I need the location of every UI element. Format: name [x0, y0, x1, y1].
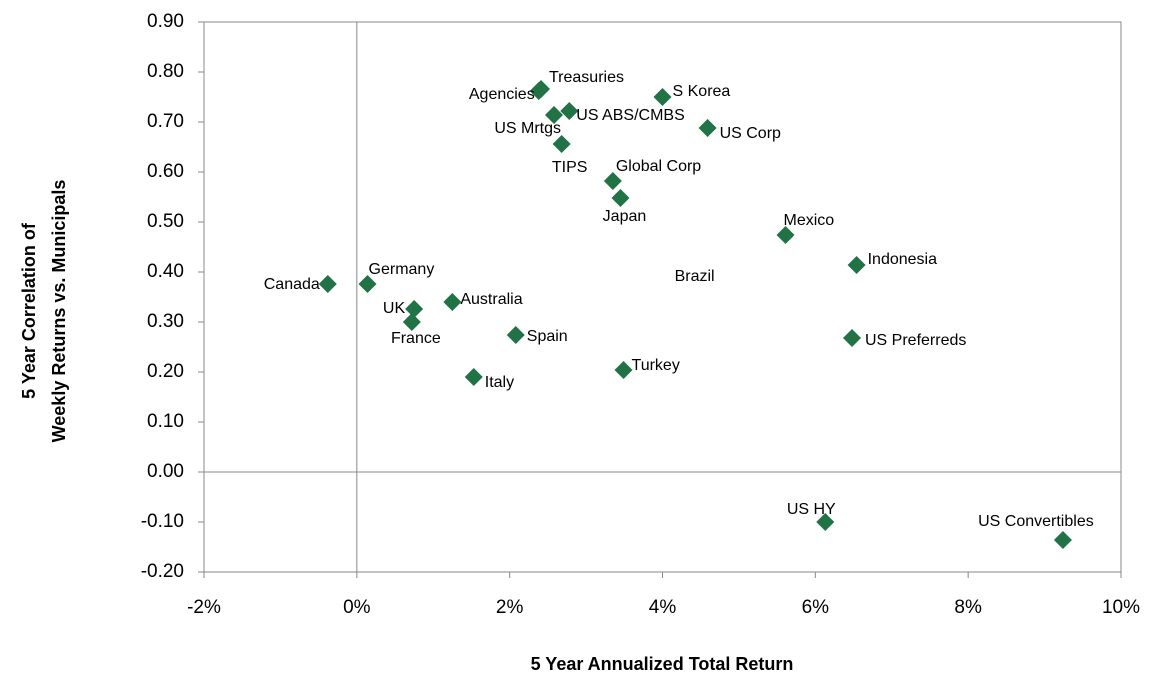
point — [843, 329, 862, 347]
x-tick-label: 10% — [1102, 597, 1140, 618]
point-label: US Preferreds — [865, 332, 966, 349]
y-axis-title: Weekly Returns vs. Municipals — [49, 180, 69, 443]
point-label: Treasuries — [549, 69, 624, 86]
y-axis-title: 5 Year Correlation of — [19, 222, 39, 399]
point-label: US HY — [787, 501, 836, 518]
point — [1053, 531, 1072, 549]
point — [560, 102, 579, 120]
point — [506, 326, 525, 344]
x-tick-label: 4% — [649, 597, 677, 618]
y-tick-label: 0.00 — [147, 461, 184, 482]
point-label: UK — [383, 300, 406, 317]
point-label: Indonesia — [868, 251, 937, 268]
point — [544, 106, 563, 124]
y-tick-label: -0.10 — [141, 511, 184, 532]
point-label: France — [391, 330, 441, 347]
point-label: Japan — [603, 208, 647, 225]
x-tick-label: 6% — [802, 597, 830, 618]
x-axis-title: 5 Year Annualized Total Return — [531, 654, 794, 674]
y-tick-label: 0.60 — [147, 161, 184, 182]
point — [847, 256, 866, 274]
y-tick-label: 0.20 — [147, 361, 184, 382]
point-label: US ABS/CMBS — [576, 107, 684, 124]
point — [358, 275, 377, 293]
y-tick-label: 0.50 — [147, 211, 184, 232]
point-label: Italy — [485, 374, 514, 391]
point-label: Mexico — [784, 212, 835, 229]
point — [603, 172, 622, 190]
y-tick-label: 0.10 — [147, 411, 184, 432]
point — [552, 135, 571, 153]
point-label: TIPS — [552, 159, 588, 176]
point — [614, 361, 633, 379]
point — [816, 513, 835, 531]
point-label: US Mrtgs — [494, 120, 561, 137]
y-tick-label: 0.80 — [147, 61, 184, 82]
y-tick-label: 0.90 — [147, 11, 184, 32]
y-tick-label: 0.70 — [147, 111, 184, 132]
point-label: US Corp — [720, 125, 781, 142]
y-tick-label: 0.30 — [147, 311, 184, 332]
point — [443, 293, 462, 311]
y-tick-label: -0.20 — [141, 561, 184, 582]
point-label: Turkey — [632, 357, 680, 374]
point — [529, 82, 548, 100]
point — [776, 226, 795, 244]
point — [698, 119, 717, 137]
point-label: US Convertibles — [978, 513, 1094, 530]
point — [402, 313, 421, 331]
point — [318, 275, 337, 293]
point — [611, 189, 630, 207]
y-tick-label: 0.40 — [147, 261, 184, 282]
x-tick-label: -2% — [187, 597, 221, 618]
point-label: Agencies — [469, 86, 535, 103]
point-label: Australia — [460, 291, 522, 308]
point — [405, 300, 424, 318]
x-tick-label: 8% — [954, 597, 982, 618]
point — [653, 88, 672, 106]
point-label: S Korea — [673, 83, 731, 100]
point-label: Global Corp — [616, 158, 701, 175]
x-tick-label: 2% — [496, 597, 524, 618]
point-label: Canada — [264, 276, 320, 293]
point-label: Germany — [369, 261, 435, 278]
point-label: Spain — [527, 328, 568, 345]
point — [464, 368, 483, 386]
point-label: Brazil — [675, 268, 715, 285]
x-tick-label: 0% — [343, 597, 371, 618]
